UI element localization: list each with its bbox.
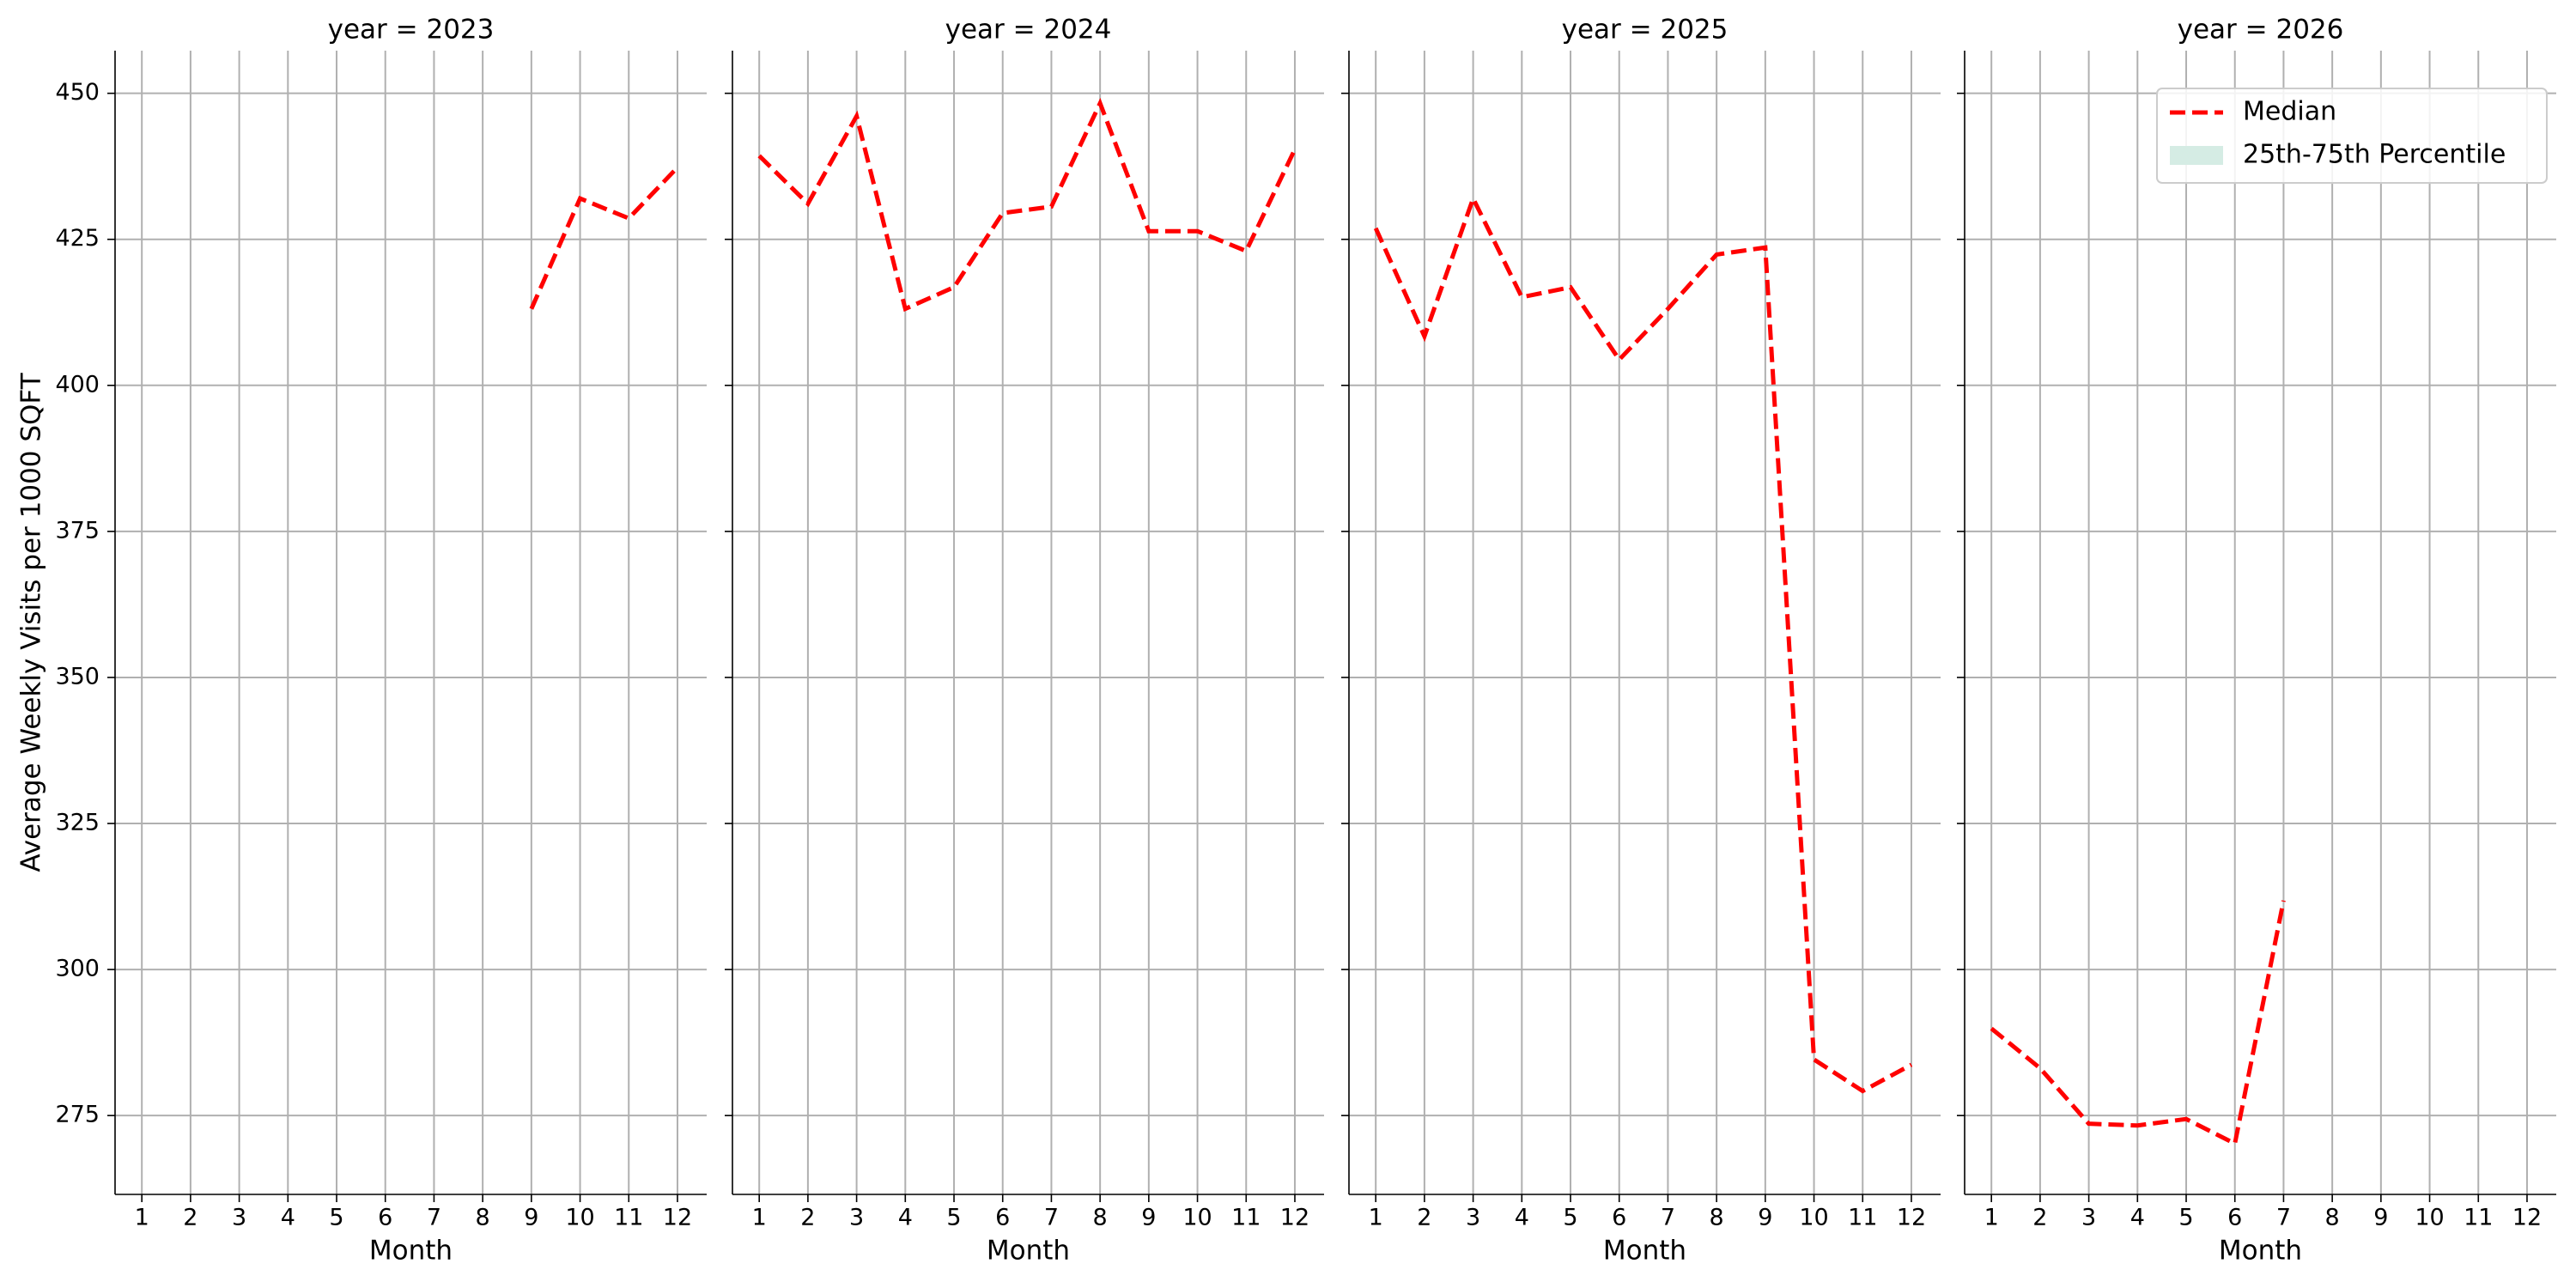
x-tick-label: 8 bbox=[476, 1205, 490, 1231]
x-tick-label: 3 bbox=[232, 1205, 246, 1231]
median-line bbox=[1990, 900, 2286, 1147]
x-tick-label: 5 bbox=[946, 1205, 961, 1231]
x-tick-label: 12 bbox=[2512, 1205, 2542, 1231]
x-tick-label: 9 bbox=[2373, 1205, 2388, 1231]
legend-label: 25th-75th Percentile bbox=[2243, 140, 2506, 170]
x-tick-label: 6 bbox=[378, 1205, 392, 1231]
x-axis-label: Month bbox=[2219, 1236, 2302, 1267]
x-tick-label: 9 bbox=[524, 1205, 538, 1231]
x-tick-label: 1 bbox=[135, 1205, 149, 1231]
y-tick-label: 400 bbox=[55, 371, 100, 398]
x-tick-label: 12 bbox=[1897, 1205, 1926, 1231]
legend-label: Median bbox=[2243, 97, 2336, 127]
x-tick-label: 11 bbox=[1848, 1205, 1877, 1231]
x-tick-label: 7 bbox=[1661, 1205, 1675, 1231]
x-tick-label: 1 bbox=[1984, 1205, 1999, 1231]
x-tick-label: 3 bbox=[1466, 1205, 1480, 1231]
x-tick-label: 2 bbox=[800, 1205, 815, 1231]
legend-swatch bbox=[2170, 146, 2223, 165]
x-tick-label: 10 bbox=[2415, 1205, 2444, 1231]
x-tick-label: 5 bbox=[329, 1205, 343, 1231]
x-tick-label: 8 bbox=[1710, 1205, 1724, 1231]
panel-title: year = 2026 bbox=[2178, 15, 2344, 46]
x-tick-label: 6 bbox=[1612, 1205, 1626, 1231]
x-tick-label: 4 bbox=[1515, 1205, 1529, 1231]
x-tick-label: 5 bbox=[2178, 1205, 2193, 1231]
median-line bbox=[757, 97, 1297, 313]
x-tick-label: 7 bbox=[1044, 1205, 1059, 1231]
x-tick-label: 3 bbox=[2081, 1205, 2096, 1231]
x-tick-label: 2 bbox=[183, 1205, 197, 1231]
y-tick-label: 350 bbox=[55, 663, 100, 690]
median-line bbox=[529, 166, 679, 310]
x-axis-label: Month bbox=[1603, 1236, 1686, 1267]
x-tick-label: 8 bbox=[1093, 1205, 1108, 1231]
x-tick-label: 5 bbox=[1563, 1205, 1577, 1231]
x-tick-label: 7 bbox=[427, 1205, 441, 1231]
x-axis-label: Month bbox=[369, 1236, 453, 1267]
x-tick-label: 9 bbox=[1141, 1205, 1156, 1231]
y-tick-label: 300 bbox=[55, 956, 100, 982]
x-tick-label: 2 bbox=[1417, 1205, 1431, 1231]
x-tick-label: 7 bbox=[2276, 1205, 2291, 1231]
x-tick-label: 6 bbox=[995, 1205, 1010, 1231]
y-tick-label: 325 bbox=[55, 810, 100, 836]
x-tick-label: 8 bbox=[2325, 1205, 2340, 1231]
x-tick-label: 3 bbox=[849, 1205, 864, 1231]
x-tick-label: 1 bbox=[752, 1205, 767, 1231]
panel-title: year = 2025 bbox=[1562, 15, 1728, 46]
x-tick-label: 10 bbox=[1799, 1205, 1828, 1231]
x-tick-label: 2 bbox=[2032, 1205, 2047, 1231]
x-tick-label: 10 bbox=[1182, 1205, 1212, 1231]
x-tick-label: 12 bbox=[663, 1205, 692, 1231]
x-tick-label: 4 bbox=[281, 1205, 295, 1231]
x-tick-label: 9 bbox=[1758, 1205, 1772, 1231]
x-tick-label: 12 bbox=[1280, 1205, 1309, 1231]
legend-box bbox=[2156, 88, 2548, 184]
x-tick-label: 1 bbox=[1369, 1205, 1383, 1231]
y-tick-label: 450 bbox=[55, 79, 100, 106]
panel-title: year = 2024 bbox=[945, 15, 1112, 46]
y-tick-label: 375 bbox=[55, 517, 100, 544]
panel-title: year = 2023 bbox=[328, 15, 495, 46]
x-tick-label: 4 bbox=[2130, 1205, 2145, 1231]
legend: Median 25th-75th Percentile bbox=[2156, 88, 2548, 184]
x-tick-label: 11 bbox=[1231, 1205, 1261, 1231]
x-axis-label: Month bbox=[987, 1236, 1070, 1267]
median-line bbox=[1373, 192, 1913, 1094]
x-tick-label: 4 bbox=[898, 1205, 913, 1231]
y-axis-label: Average Weekly Visits per 1000 SQFT bbox=[16, 372, 47, 872]
x-tick-label: 11 bbox=[614, 1205, 643, 1231]
x-tick-label: 11 bbox=[2464, 1205, 2493, 1231]
x-tick-label: 10 bbox=[565, 1205, 594, 1231]
y-tick-label: 275 bbox=[55, 1102, 100, 1128]
y-tick-label: 425 bbox=[55, 225, 100, 252]
x-tick-label: 6 bbox=[2227, 1205, 2242, 1231]
